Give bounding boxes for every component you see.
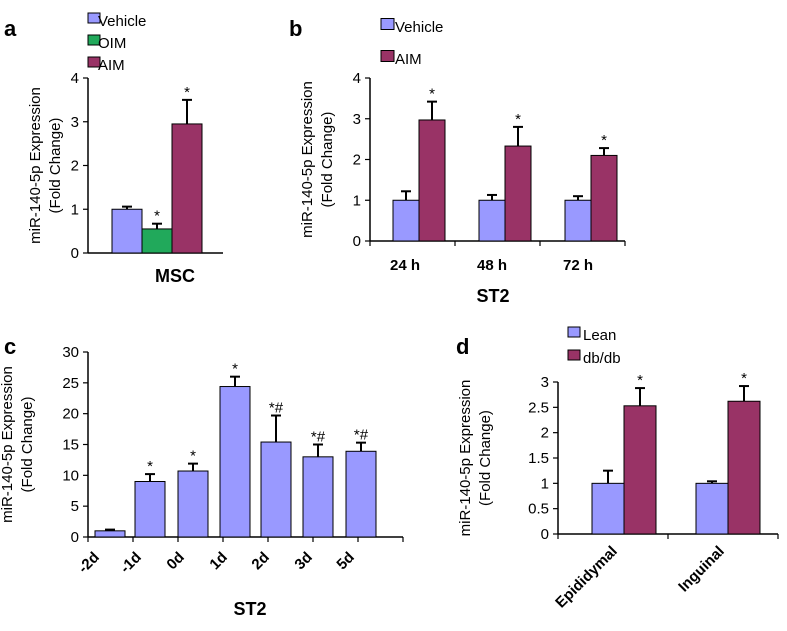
bar: [345, 450, 377, 538]
y-tick-label: 0.5: [528, 501, 549, 518]
panel-label-b: b: [289, 16, 302, 41]
significance-marker: *: [190, 448, 196, 465]
y-tick-label: 0: [541, 526, 549, 543]
bar: [623, 405, 657, 535]
y-tick-label: 20: [62, 406, 79, 423]
y-axis-label: (Fold Change): [477, 410, 494, 506]
legend-swatch: [380, 50, 395, 62]
bar: [302, 456, 334, 538]
bar: [177, 470, 209, 538]
bar: [141, 228, 173, 254]
bar: [590, 154, 618, 242]
y-tick-label: 30: [62, 344, 79, 361]
x-axis-title: ST2: [233, 599, 266, 619]
y-tick-label: 4: [353, 70, 361, 87]
bar: [260, 441, 292, 538]
significance-marker: *: [232, 361, 238, 378]
bar: [392, 199, 420, 242]
category-label: -1d: [117, 549, 145, 577]
category-label: 24 h: [390, 257, 420, 274]
significance-marker: *: [637, 372, 643, 389]
panel-label-c: c: [4, 334, 16, 359]
bar: [111, 208, 143, 254]
y-tick-label: 0: [353, 233, 361, 250]
legend-swatch: [87, 56, 101, 68]
y-tick-label: 5: [71, 498, 79, 515]
bar: [219, 386, 251, 538]
bar: [504, 145, 532, 242]
category-label: 72 h: [563, 257, 593, 274]
legend-label: Vehicle: [395, 19, 443, 36]
significance-marker: *#: [311, 429, 326, 446]
legend-label: AIM: [98, 57, 125, 74]
legend-label: Lean: [583, 327, 616, 344]
bar: [478, 199, 506, 242]
y-tick-label: 15: [62, 437, 79, 454]
y-axis-label: (Fold Change): [47, 118, 64, 214]
y-axis-label: miR-140-5p Expression: [0, 366, 16, 523]
y-tick-label: 3: [541, 374, 549, 391]
y-tick-label: 2: [71, 158, 79, 175]
y-axis-label: miR-140-5p Expression: [27, 87, 44, 244]
y-tick-label: 2.5: [528, 399, 549, 416]
category-label: 3d: [291, 549, 315, 573]
bar: [591, 482, 625, 535]
panel-label-d: d: [456, 334, 469, 359]
panel-label-a: a: [4, 16, 17, 41]
category-label: 5d: [333, 549, 357, 573]
bar: [695, 482, 729, 535]
legend-swatch: [87, 34, 101, 46]
bar: [94, 530, 126, 538]
y-tick-label: 1: [353, 192, 361, 209]
category-label: 0d: [163, 549, 187, 573]
category-label: 1d: [206, 549, 230, 573]
y-tick-label: 2: [541, 425, 549, 442]
significance-marker: *: [147, 458, 153, 475]
legend-swatch: [567, 326, 581, 338]
y-axis-label: (Fold Change): [319, 112, 336, 208]
significance-marker: *#: [269, 400, 284, 417]
category-label: Inguinal: [675, 543, 728, 596]
y-tick-label: 1: [71, 201, 79, 218]
legend-label: OIM: [98, 35, 126, 52]
y-tick-label: 3: [353, 111, 361, 128]
bar: [171, 123, 203, 254]
y-axis-label: miR-140-5p Expression: [299, 81, 316, 238]
x-axis-title: ST2: [476, 286, 509, 306]
legend-label: Vehicle: [98, 13, 146, 30]
category-label: 2d: [248, 549, 272, 573]
significance-marker: *: [154, 208, 160, 225]
y-axis-label: miR-140-5p Expression: [457, 380, 474, 537]
significance-marker: *: [429, 86, 435, 103]
y-tick-label: 1.5: [528, 450, 549, 467]
y-tick-label: 3: [71, 114, 79, 131]
legend-label: db/db: [583, 350, 621, 367]
legend-swatch: [87, 12, 101, 24]
legend-swatch: [567, 349, 581, 361]
significance-marker: *: [601, 132, 607, 149]
legend-label: AIM: [395, 51, 422, 68]
significance-marker: *#: [354, 427, 369, 444]
y-tick-label: 0: [71, 529, 79, 546]
category-label: -2d: [75, 549, 103, 577]
bar: [418, 119, 446, 242]
significance-marker: *: [184, 84, 190, 101]
bar: [134, 481, 166, 538]
y-tick-label: 10: [62, 467, 79, 484]
significance-marker: *: [741, 370, 747, 387]
y-tick-label: 2: [353, 152, 361, 169]
significance-marker: *: [515, 111, 521, 128]
x-axis-title: MSC: [155, 266, 195, 286]
bar: [564, 199, 592, 242]
bar: [727, 400, 761, 535]
y-tick-label: 1: [541, 475, 549, 492]
y-tick-label: 4: [71, 70, 79, 87]
y-axis-label: (Fold Change): [19, 397, 36, 493]
category-label: 48 h: [477, 257, 507, 274]
y-tick-label: 0: [71, 245, 79, 262]
legend-swatch: [380, 18, 395, 30]
category-label: Epididymal: [552, 543, 621, 612]
y-tick-label: 25: [62, 375, 79, 392]
